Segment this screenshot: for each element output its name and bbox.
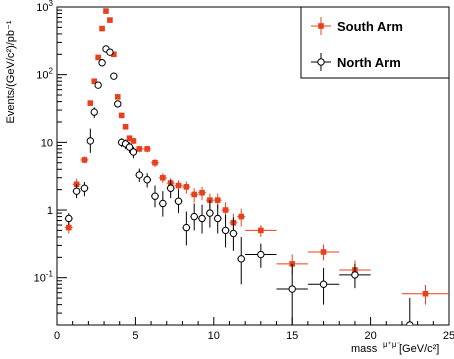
data-point bbox=[103, 8, 109, 14]
data-point bbox=[80, 184, 89, 192]
data-point bbox=[160, 174, 166, 181]
legend-marker bbox=[318, 23, 324, 29]
x-axis-title-unit: [GeV/c²] bbox=[399, 343, 439, 355]
x-axis-title: mass bbox=[351, 343, 378, 355]
x-tick-label: 10 bbox=[208, 330, 220, 342]
x-axis-title-subscript: μ⁺μ⁻ bbox=[383, 340, 401, 349]
data-point bbox=[206, 209, 214, 217]
data-point bbox=[351, 271, 359, 279]
data-point bbox=[319, 280, 328, 288]
data-point bbox=[72, 187, 81, 195]
data-point bbox=[199, 189, 205, 196]
data-point bbox=[91, 78, 98, 85]
legend-label: South Arm bbox=[337, 19, 403, 34]
data-point bbox=[94, 81, 102, 89]
data-point bbox=[106, 48, 114, 56]
data-point bbox=[86, 137, 95, 145]
data-point bbox=[129, 148, 138, 156]
data-point bbox=[90, 108, 98, 116]
y-tick-label: 1 bbox=[47, 205, 53, 217]
y-tick-label: 10 bbox=[41, 137, 53, 149]
x-tick-label: 20 bbox=[364, 330, 376, 342]
data-point bbox=[126, 135, 133, 142]
legend: South Arm North Arm bbox=[300, 6, 450, 79]
data-point bbox=[183, 184, 190, 190]
data-point bbox=[191, 191, 197, 198]
data-point bbox=[229, 229, 238, 238]
data-point bbox=[65, 224, 72, 231]
data-point bbox=[257, 250, 265, 259]
data-point bbox=[175, 182, 182, 189]
data-point bbox=[87, 100, 94, 106]
x-tick-label: 25 bbox=[443, 330, 454, 342]
data-point bbox=[198, 214, 206, 223]
data-point bbox=[238, 213, 245, 220]
data-point bbox=[182, 223, 191, 232]
data-point bbox=[107, 17, 113, 23]
data-point bbox=[135, 171, 144, 179]
data-point bbox=[111, 51, 117, 58]
data-point bbox=[258, 227, 264, 234]
data-point bbox=[95, 54, 101, 61]
data-point bbox=[125, 143, 134, 151]
data-series bbox=[64, 8, 449, 325]
x-tick-label: 5 bbox=[132, 330, 138, 342]
data-point bbox=[174, 197, 183, 205]
data-point bbox=[114, 94, 121, 100]
data-point bbox=[159, 199, 167, 208]
x-tick-label: 0 bbox=[54, 330, 60, 342]
data-point bbox=[98, 59, 106, 67]
data-point bbox=[288, 285, 296, 293]
y-tick-label: 10-1 bbox=[34, 270, 54, 285]
x-tick-label: 15 bbox=[286, 330, 298, 342]
legend-entry-north-arm: North Arm bbox=[311, 53, 401, 71]
data-point bbox=[130, 138, 137, 144]
data-point bbox=[221, 226, 230, 235]
axis-ticks bbox=[56, 6, 450, 326]
y-tick-label: 103 bbox=[36, 0, 53, 14]
legend-marker bbox=[317, 58, 325, 66]
data-point bbox=[214, 197, 221, 203]
data-point bbox=[122, 123, 129, 130]
data-point bbox=[190, 212, 198, 221]
data-point bbox=[144, 146, 150, 152]
data-point bbox=[136, 146, 143, 152]
plot-frame bbox=[56, 6, 450, 326]
data-point bbox=[65, 214, 73, 223]
data-point bbox=[214, 214, 222, 223]
data-point bbox=[114, 100, 122, 108]
y-tick-label: 102 bbox=[36, 67, 53, 82]
data-point bbox=[422, 290, 429, 297]
legend-box bbox=[300, 6, 450, 79]
data-point bbox=[320, 249, 327, 255]
data-point bbox=[406, 321, 414, 325]
data-point bbox=[99, 25, 105, 32]
y-axis-title: Events/(GeV/c²)/pb⁻¹ bbox=[5, 20, 17, 123]
data-point bbox=[237, 255, 245, 263]
data-point bbox=[152, 159, 158, 166]
data-point bbox=[222, 207, 229, 213]
axis-tick-labels: 0 5 10 15 20 25 10-1 1 10 102 103 bbox=[34, 0, 454, 342]
data-point bbox=[81, 157, 88, 163]
data-point bbox=[118, 112, 125, 119]
data-point bbox=[110, 72, 118, 80]
data-point bbox=[151, 192, 159, 200]
data-point bbox=[166, 184, 175, 192]
legend-entry-south-arm: South Arm bbox=[311, 17, 403, 35]
legend-label: North Arm bbox=[337, 55, 401, 70]
data-point bbox=[143, 176, 151, 184]
series-north-arm bbox=[64, 45, 418, 325]
